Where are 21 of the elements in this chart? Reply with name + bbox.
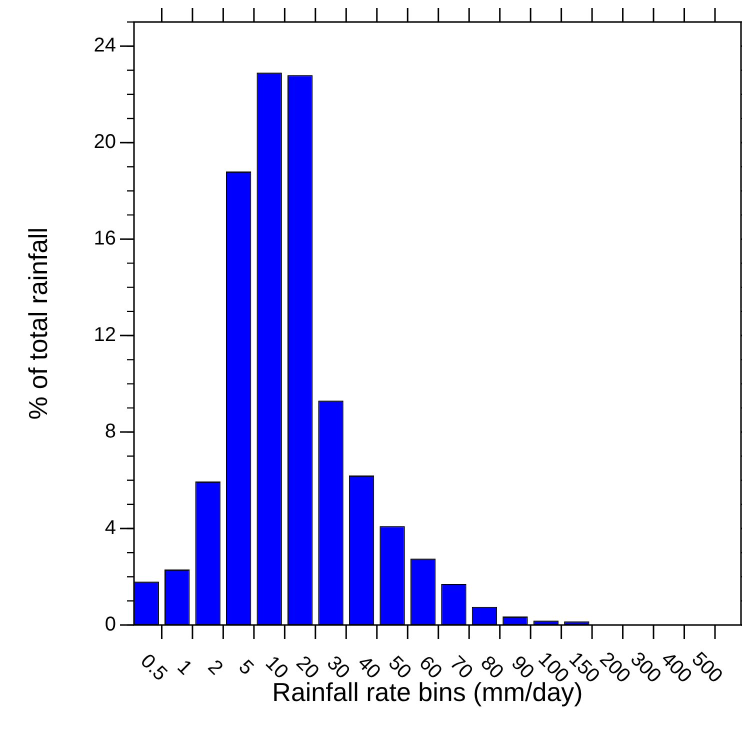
y-axis-title: % of total rainfall [23,227,54,420]
x-tick-label: 90 [506,652,538,684]
x-tick-label: 1 [172,656,196,680]
x-tick-label: 2 [203,656,227,680]
x-tick-label: 60 [414,652,446,684]
y-tick-label: 20 [94,131,116,154]
y-tick-label: 0 [104,614,116,636]
x-tick-label: 80 [476,652,508,684]
x-tick-label: 40 [353,652,385,684]
y-tick-label: 4 [104,517,116,540]
y-tick-label: 8 [104,420,116,443]
y-tick-label: 24 [94,34,116,57]
x-tick-label: 0.5 [136,650,172,686]
x-tick-label: 30 [322,652,354,684]
x-tick-label: 10 [261,652,292,684]
y-tick-label: 16 [94,228,116,250]
x-tick-label: 50 [384,652,416,684]
y-tick-label: 12 [94,324,116,346]
x-tick-label: 20 [292,652,324,684]
x-tick-label: 5 [234,656,258,680]
x-tick-label: 70 [445,652,477,684]
